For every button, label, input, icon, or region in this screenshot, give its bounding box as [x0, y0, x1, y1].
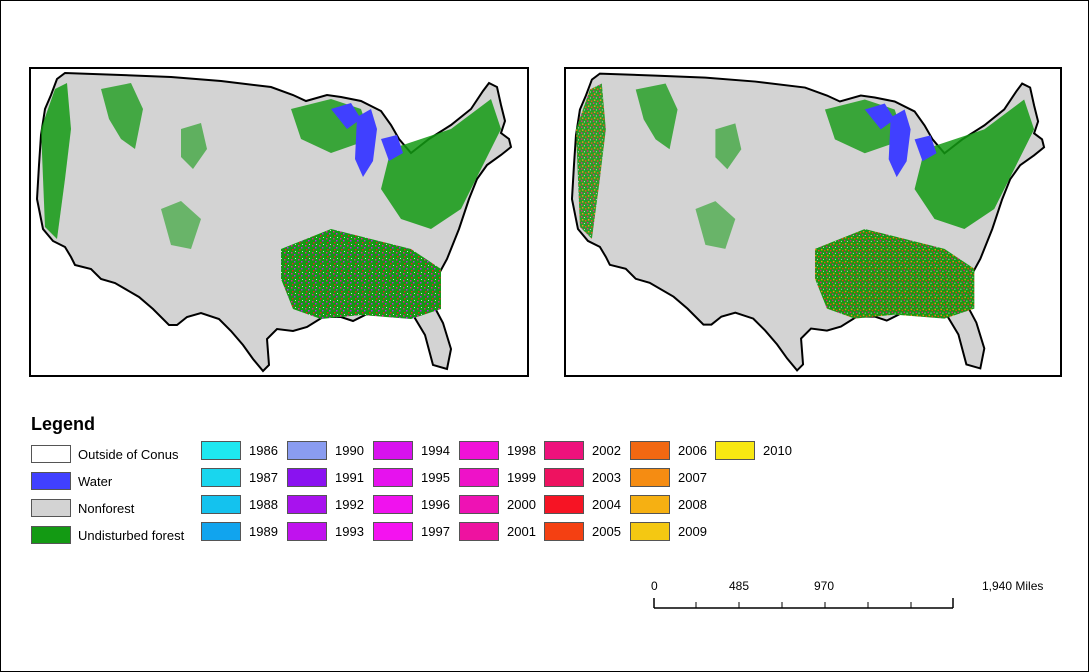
legend-swatch [630, 441, 670, 460]
scale-label-1940-miles: 1,940 Miles [982, 579, 1044, 593]
scale-bar: 0 485 970 1,940 Miles [641, 576, 1071, 616]
legend-swatch [373, 522, 413, 541]
legend-swatch [31, 472, 71, 490]
legend-label: 2008 [678, 497, 707, 512]
legend-label: 2007 [678, 470, 707, 485]
legend-swatch [201, 441, 241, 460]
legend-label: 1990 [335, 443, 364, 458]
legend-label: 2001 [507, 524, 536, 539]
legend-label: Nonforest [78, 501, 135, 516]
disturbance-map-left [29, 67, 529, 377]
legend-swatch [201, 468, 241, 487]
legend-title: Legend [31, 414, 96, 434]
legend-label: 1987 [249, 470, 278, 485]
legend-swatch [287, 522, 327, 541]
scale-label-0: 0 [651, 579, 658, 593]
legend-label: 1994 [421, 443, 450, 458]
legend-swatch [544, 441, 584, 460]
conus-shape-left [35, 71, 513, 373]
legend-label: 2000 [507, 497, 536, 512]
scale-bar-ticks [653, 598, 954, 609]
conus-map-left-svg [35, 71, 513, 373]
legend-label: 2003 [592, 470, 621, 485]
legend-swatch [544, 468, 584, 487]
scale-label-485: 485 [729, 579, 750, 593]
legend-label: 2005 [592, 524, 621, 539]
legend-label: 1996 [421, 497, 450, 512]
legend-swatch [459, 522, 499, 541]
legend-swatch [287, 468, 327, 487]
legend-swatch [31, 526, 71, 544]
legend-swatch [31, 499, 71, 517]
legend-swatch [715, 441, 755, 460]
legend-label: 2006 [678, 443, 707, 458]
legend-label: 1989 [249, 524, 278, 539]
legend-swatch [630, 468, 670, 487]
legend-swatch [544, 495, 584, 514]
legend-swatch [201, 522, 241, 541]
legend-swatch [373, 441, 413, 460]
legend-label: 1997 [421, 524, 450, 539]
conus-map-right-svg [570, 72, 1046, 372]
conus-shape-right [570, 72, 1046, 372]
legend-label: Undisturbed forest [78, 528, 185, 543]
legend-label: 2009 [678, 524, 707, 539]
scale-label-970: 970 [814, 579, 835, 593]
disturbance-map-right [564, 67, 1062, 377]
legend-swatch [459, 468, 499, 487]
legend-label: 1991 [335, 470, 364, 485]
legend-swatch [459, 495, 499, 514]
legend-label: 1998 [507, 443, 536, 458]
legend-label: Water [78, 474, 113, 489]
legend-label: 1999 [507, 470, 536, 485]
legend-label: 2002 [592, 443, 621, 458]
legend-swatch [459, 441, 499, 460]
legend-swatch [287, 441, 327, 460]
legend-label: 1986 [249, 443, 278, 458]
legend-label: 2010 [763, 443, 792, 458]
legend-swatch [544, 522, 584, 541]
legend-swatch [287, 495, 327, 514]
legend-swatch [630, 522, 670, 541]
legend-label: 1988 [249, 497, 278, 512]
legend-label: Outside of Conus [78, 447, 179, 462]
legend-swatch [31, 445, 71, 463]
legend-swatch [630, 495, 670, 514]
legend-label: 1995 [421, 470, 450, 485]
legend-label: 1992 [335, 497, 364, 512]
legend-swatch [373, 495, 413, 514]
legend-label: 1993 [335, 524, 364, 539]
legend-swatch [373, 468, 413, 487]
legend-swatch [201, 495, 241, 514]
legend-label: 2004 [592, 497, 621, 512]
